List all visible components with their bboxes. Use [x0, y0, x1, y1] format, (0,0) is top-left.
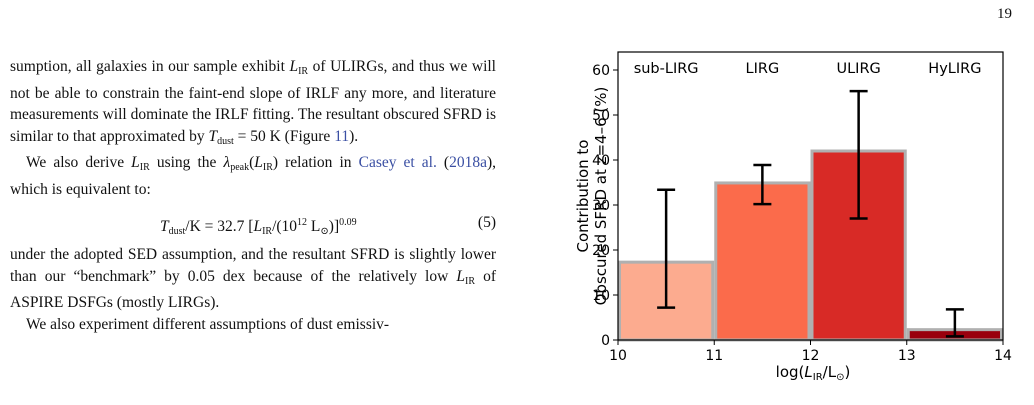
- category-label-3: HyLIRG: [928, 61, 981, 77]
- math-var: L: [131, 154, 140, 171]
- text-run: L: [307, 218, 321, 235]
- math-var: λ: [223, 154, 231, 171]
- text-run: ), which is equivalent to:: [10, 154, 497, 198]
- text-run: ).: [349, 127, 359, 145]
- text-run: sumption, all galaxies in our sample exh…: [10, 58, 290, 75]
- y-axis-label-line2: Obscured SFRD at z=4–6 (%): [592, 87, 610, 306]
- math-subscript: IR: [262, 226, 273, 237]
- math-var: L: [456, 267, 465, 285]
- text-run: under the adopted SED assumption, and th…: [10, 246, 496, 285]
- math-subscript: dust: [217, 135, 234, 147]
- y-tick-label-2: 20: [592, 243, 610, 259]
- math-subscript: peak: [230, 162, 250, 173]
- text-run: ) relation in: [272, 154, 359, 171]
- y-tick-label-6: 60: [592, 63, 610, 79]
- paragraph-4: We also experiment different assumptions…: [10, 314, 496, 336]
- category-label-2: ULIRG: [836, 61, 880, 77]
- text-run: We also experiment different assumptions…: [26, 315, 390, 333]
- equation-5: Tdust/K = 32.7 [LIR/(1012 L⊙)]0.09 (5): [10, 200, 496, 244]
- math-subscript: IR: [465, 275, 475, 287]
- math-superscript: 0.09: [339, 217, 357, 228]
- y-tick-label-0: 0: [601, 333, 610, 349]
- text-run: using the: [149, 154, 224, 171]
- x-axis-label: log(LIR/L⊙): [776, 363, 851, 383]
- y-tick-label-5: 50: [592, 108, 610, 124]
- text-run: /K = 32.7 [: [185, 218, 254, 235]
- paragraph-2: We also derive LIR using the λpeak(LIR) …: [10, 152, 496, 200]
- x-tick-label-1: 11: [705, 348, 723, 364]
- page-number: 19: [997, 6, 1012, 22]
- text-run: (: [436, 154, 450, 171]
- x-tick-label-3: 13: [898, 348, 916, 364]
- text-run: of ULIRGs, and thus we will not be able …: [10, 58, 496, 145]
- math-var: T: [160, 218, 169, 235]
- math-var: L: [253, 218, 263, 235]
- equation-body: Tdust/K = 32.7 [LIR/(1012 L⊙)]0.09: [160, 212, 357, 243]
- y-tick-label-3: 30: [592, 198, 610, 214]
- text-run: (: [249, 154, 255, 171]
- category-label-1: LIRG: [746, 61, 780, 77]
- math-var: L: [289, 58, 299, 75]
- text-run: = 50 K (Figure: [233, 127, 335, 145]
- paragraph-3: under the adopted SED assumption, and th…: [10, 244, 496, 314]
- category-label-0: sub-LIRG: [634, 61, 699, 77]
- paragraph-1: sumption, all galaxies in our sample exh…: [10, 56, 496, 152]
- citation-year-link[interactable]: 2018a: [449, 154, 487, 171]
- y-tick-label-4: 40: [592, 153, 610, 169]
- equation-number: (5): [477, 214, 496, 231]
- sun-symbol: ⊙: [320, 226, 329, 237]
- text-run: )]: [328, 218, 340, 235]
- math-var: L: [254, 154, 263, 171]
- math-subscript: dust: [168, 226, 186, 237]
- x-tick-label-4: 14: [994, 348, 1012, 364]
- citation-link[interactable]: Casey et al.: [358, 154, 437, 171]
- figure-link[interactable]: 11: [334, 127, 350, 145]
- text-column: sumption, all galaxies in our sample exh…: [10, 56, 496, 335]
- category-labels-group: sub-LIRG LIRG ULIRG HyLIRG: [634, 61, 982, 77]
- x-tick-label-0: 10: [609, 348, 627, 364]
- bars-group: [618, 149, 1003, 342]
- bar-1: [714, 181, 811, 342]
- text-run: /(10: [272, 218, 298, 235]
- math-subscript: IR: [139, 162, 150, 173]
- math-superscript: 12: [297, 217, 308, 228]
- text-run: of ASPIRE DSFGs (mostly LIRGs).: [10, 267, 496, 312]
- text-run: We also derive: [26, 154, 132, 171]
- y-tick-label-1: 10: [592, 288, 610, 304]
- y-axis-label-line1: Contribution to: [574, 140, 592, 253]
- math-var: T: [208, 127, 218, 145]
- errorbars-group: [657, 89, 964, 338]
- math-subscript: IR: [298, 66, 309, 77]
- math-subscript: IR: [262, 162, 273, 173]
- x-tick-label-2: 12: [802, 348, 820, 364]
